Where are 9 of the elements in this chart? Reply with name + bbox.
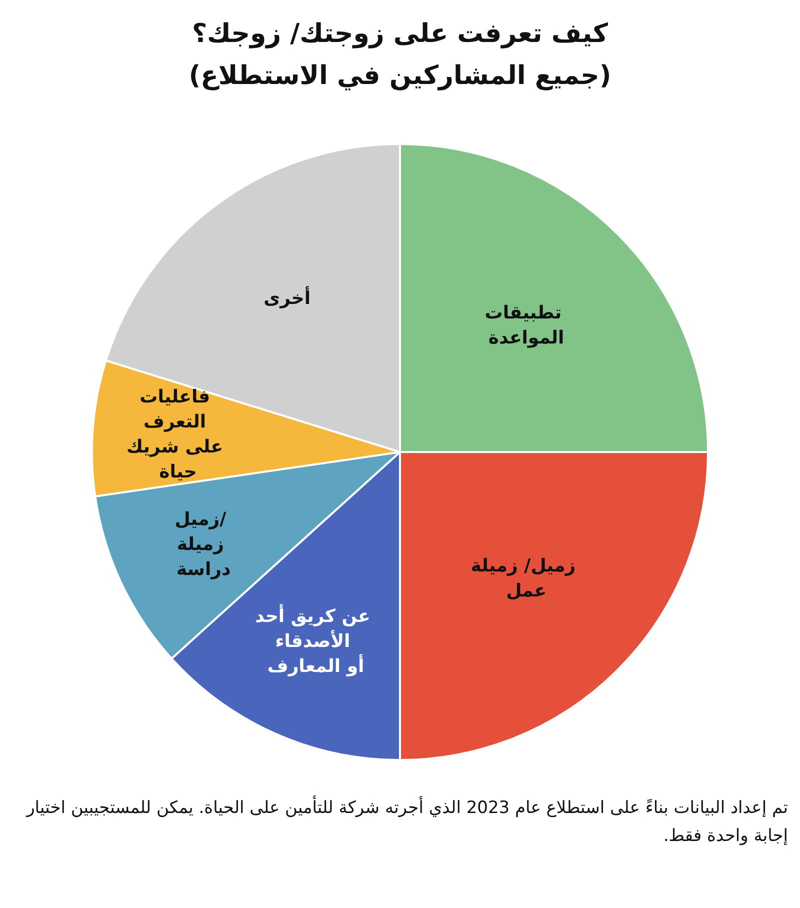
slice-label: زميل/ زميلة دراسة	[174, 508, 232, 580]
slice-label: تطبيقات المواعدة	[484, 302, 568, 349]
slice-label: زميل/ زميلة عمل	[470, 555, 582, 602]
slice-label: فاعليات التعرف على شريك حياة	[126, 386, 230, 483]
slice-label: عن كريق أحد الأصدقاء أو المعارف	[255, 604, 377, 678]
text: تم إعداد البيانات بناءً على استطلاع عام 2023 الذي أجرته شركة للتأمين على الحياة. يمكن للمستجيبين اختيار إجابة واحدة فقط.	[24, 794, 789, 848]
slice-label: أخرى	[264, 286, 310, 310]
chart-title: كيف تعرفت على زوجتك/ زوجك؟	[192, 19, 609, 49]
chart-subtitle: (جميع المشاركين في الاستطلاع)	[188, 61, 612, 91]
